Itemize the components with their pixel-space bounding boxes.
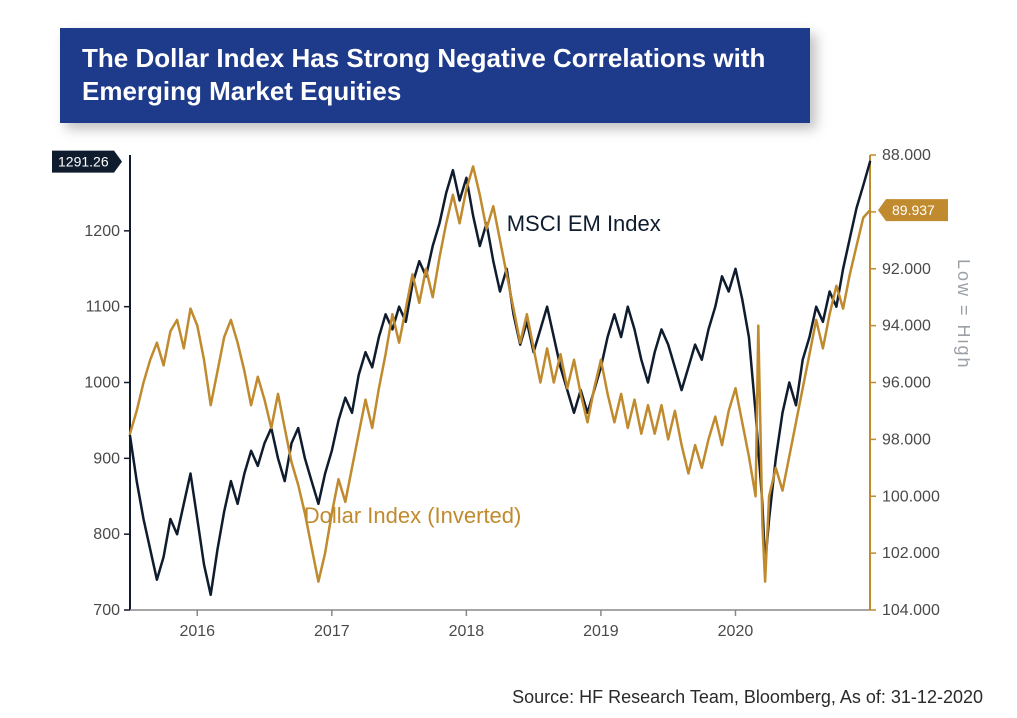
chart-title-text: The Dollar Index Has Strong Negative Cor… (82, 43, 765, 106)
x-tick-label: 2017 (314, 623, 350, 640)
left-tick-label: 1000 (84, 375, 120, 392)
chart-title-banner: The Dollar Index Has Strong Negative Cor… (60, 28, 810, 123)
chart-container: 700 800 900 1000 1100 1200 88.000 92.000 94.000 9… (50, 145, 970, 665)
right-tick-label: 102.000 (882, 545, 940, 562)
left-tick-label: 800 (93, 526, 120, 543)
annotation-dxy: Dollar Index (Inverted) (304, 503, 522, 528)
right-tick-label: 94.000 (882, 318, 931, 335)
left-value-tag-text: 1291.26 (58, 154, 109, 170)
left-tick-label: 700 (93, 602, 120, 619)
source-text: Source: HF Research Team, Bloomberg, As … (512, 687, 983, 707)
annotation-msci: MSCI EM Index (507, 211, 661, 236)
x-tick-label: 2019 (583, 623, 619, 640)
right-tick-label: 96.000 (882, 375, 931, 392)
x-tick-label: 2016 (179, 623, 215, 640)
right-tick-label: 98.000 (882, 431, 931, 448)
right-tick-label: 100.000 (882, 488, 940, 505)
page: The Dollar Index Has Strong Negative Cor… (0, 0, 1017, 718)
left-tick-label: 1100 (86, 299, 121, 316)
x-tick-label: 2018 (449, 623, 485, 640)
right-tick-label: 88.000 (882, 147, 931, 164)
left-tick-label: 900 (93, 450, 120, 467)
left-tick-label: 1200 (84, 223, 120, 240)
right-value-tag-text: 89.937 (892, 202, 935, 218)
right-tick-label: 104.000 (882, 602, 940, 619)
right-axis-side-label: Low = High (954, 259, 970, 370)
source-attribution: Source: HF Research Team, Bloomberg, As … (512, 687, 983, 708)
x-tick-label: 2020 (718, 623, 754, 640)
right-tick-label: 92.000 (882, 261, 931, 278)
chart-svg: 700 800 900 1000 1100 1200 88.000 92.000 94.000 9… (50, 145, 970, 665)
